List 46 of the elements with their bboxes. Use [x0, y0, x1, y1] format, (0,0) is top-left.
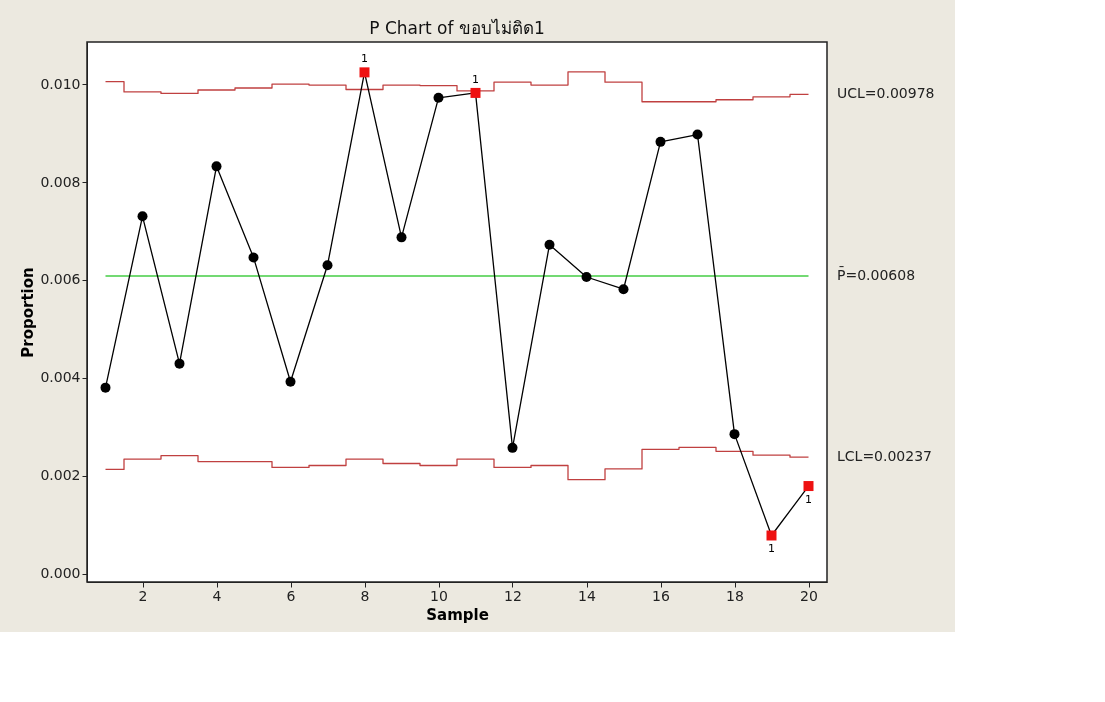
point [174, 358, 185, 369]
x-axis-title: Sample [426, 605, 489, 624]
y-tick-label: 0.006 [40, 271, 81, 288]
y-tick-label: 0.010 [40, 75, 81, 92]
point [766, 530, 777, 541]
y-axis-title: Proportion [19, 267, 38, 358]
point [729, 429, 740, 440]
y-tick-label: 0.000 [40, 565, 81, 582]
annotation: 1 [472, 72, 479, 86]
y-tick-label: 0.008 [40, 173, 81, 190]
point [655, 136, 666, 147]
point [322, 260, 333, 271]
point [100, 382, 111, 393]
x-tick-label: 20 [800, 587, 818, 604]
x-tick-label: 18 [726, 587, 744, 604]
point [803, 481, 814, 492]
point [285, 376, 296, 387]
point [396, 232, 407, 243]
point [433, 92, 444, 103]
point [507, 442, 518, 453]
point [137, 211, 148, 222]
ref-line-label: P̄=0.00608 [837, 266, 916, 284]
annotation: 1 [361, 52, 368, 66]
x-tick-label: 8 [360, 587, 370, 604]
point [211, 161, 222, 172]
x-tick-label: 12 [504, 587, 522, 604]
annotation: 1 [805, 493, 812, 507]
point [359, 67, 370, 78]
point [581, 272, 592, 282]
point [692, 129, 703, 140]
text: LCL=0.00237 [837, 448, 932, 465]
point [544, 239, 555, 250]
x-tick-label: 10 [430, 587, 448, 604]
x-tick-label: 14 [578, 587, 596, 604]
x-tick-label: 2 [138, 587, 148, 604]
x-tick-label: 4 [212, 587, 222, 604]
text: UCL=0.00978 [837, 85, 935, 102]
y-tick-label: 0.002 [40, 467, 81, 484]
point [470, 87, 481, 98]
x-tick-label: 16 [652, 587, 670, 604]
chart-title: P Chart of ขอบไม่ติด1 [369, 18, 545, 38]
annotation: 1 [768, 542, 775, 556]
point [248, 252, 259, 263]
point [618, 284, 629, 295]
y-tick-label: 0.004 [40, 369, 81, 386]
x-tick-label: 6 [286, 587, 296, 604]
